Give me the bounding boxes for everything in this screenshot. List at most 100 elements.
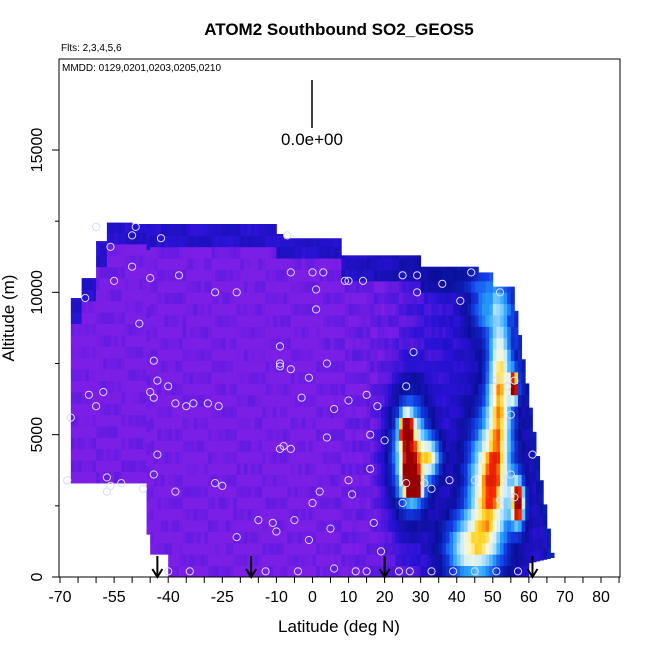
heat-cell xyxy=(164,474,169,487)
heat-cell xyxy=(456,269,461,282)
heat-cell xyxy=(276,383,281,396)
heat-cell xyxy=(157,349,162,362)
heat-cell xyxy=(478,463,483,475)
heat-cell xyxy=(485,428,490,441)
heat-cell xyxy=(507,337,512,350)
heat-cell xyxy=(308,463,313,475)
heat-cell xyxy=(240,428,245,441)
heat-cell xyxy=(215,497,220,510)
heat-cell xyxy=(197,337,202,350)
heat-cell xyxy=(204,474,209,487)
heat-cell xyxy=(510,417,515,430)
heat-cell xyxy=(218,224,223,236)
heat-cell xyxy=(142,346,147,359)
heat-cell xyxy=(510,554,515,567)
heat-cell xyxy=(334,372,339,384)
heat-cell xyxy=(478,372,483,384)
heat-cell xyxy=(442,485,447,498)
heat-cell xyxy=(492,497,497,510)
heat-cell xyxy=(222,565,227,578)
heat-cell xyxy=(168,269,173,282)
heat-cell xyxy=(233,292,238,305)
heat-cell xyxy=(139,391,144,404)
heat-cell xyxy=(514,360,519,373)
heat-cell xyxy=(150,235,155,248)
heat-cell xyxy=(395,542,400,555)
heat-cell xyxy=(121,380,126,393)
heat-cell xyxy=(388,349,393,362)
heat-cell xyxy=(85,300,90,313)
heat-cell xyxy=(186,417,191,430)
heat-cell xyxy=(330,451,335,464)
heat-cell xyxy=(438,520,443,532)
heat-cell xyxy=(344,463,349,475)
heat-cell xyxy=(344,372,349,384)
heat-cell xyxy=(305,269,310,282)
sample-point xyxy=(503,382,512,391)
heat-cell xyxy=(366,497,371,510)
heat-cell xyxy=(500,326,505,339)
heat-cell xyxy=(521,372,526,384)
heat-cell xyxy=(200,315,205,327)
sample-point xyxy=(366,430,375,439)
heat-cell xyxy=(449,417,454,430)
heat-cell xyxy=(290,246,295,259)
heat-cell xyxy=(348,337,353,350)
heat-cell xyxy=(160,372,165,384)
heat-cell xyxy=(189,554,194,567)
heat-cell xyxy=(168,554,173,567)
heat-cell xyxy=(507,542,512,555)
heat-cell xyxy=(438,440,443,453)
heat-cell xyxy=(301,326,306,339)
heat-cell xyxy=(481,440,486,453)
heat-cell xyxy=(272,258,277,270)
heat-cell xyxy=(150,542,155,555)
heat-cell xyxy=(521,520,526,532)
heat-cell xyxy=(362,508,367,521)
heat-cell xyxy=(160,428,165,441)
heat-cell xyxy=(160,542,165,555)
heat-cell xyxy=(359,508,364,521)
heat-cell xyxy=(453,360,458,373)
heat-cell xyxy=(251,292,256,305)
heat-cell xyxy=(269,406,274,418)
heat-cell xyxy=(518,406,523,418)
heat-cell xyxy=(222,428,227,441)
heat-cell xyxy=(449,337,454,350)
heat-cell xyxy=(193,406,198,418)
heat-cell xyxy=(114,312,119,325)
heat-cell xyxy=(99,278,104,290)
heat-cell xyxy=(276,474,281,487)
heat-cell xyxy=(254,269,259,282)
heat-cell xyxy=(243,463,248,475)
heat-cell xyxy=(496,520,501,532)
heat-cell xyxy=(265,554,270,567)
heat-cell xyxy=(254,485,259,498)
heat-cell xyxy=(283,520,288,532)
heat-cell xyxy=(453,554,458,567)
heat-cell xyxy=(117,243,122,256)
heat-cell xyxy=(179,246,184,259)
heat-cell xyxy=(391,360,396,373)
sample-point xyxy=(153,376,162,385)
heat-cell xyxy=(139,460,144,473)
heat-cell xyxy=(254,508,259,521)
heat-cell xyxy=(215,531,220,544)
heat-cell xyxy=(157,463,162,475)
heat-cell xyxy=(243,542,248,555)
heat-cell xyxy=(417,258,422,270)
heat-cell xyxy=(182,269,187,282)
heat-cell xyxy=(380,315,385,327)
heat-cell xyxy=(146,224,151,228)
heat-cell xyxy=(186,508,191,521)
heat-cell xyxy=(391,440,396,453)
heat-cell xyxy=(471,406,476,418)
heat-cell xyxy=(121,232,126,245)
heat-cell xyxy=(207,280,212,293)
heat-cell xyxy=(124,426,129,438)
heat-cell xyxy=(160,383,165,396)
heat-cell xyxy=(294,451,299,464)
heat-cell xyxy=(528,517,533,530)
heat-cell xyxy=(402,326,407,339)
sample-point xyxy=(268,518,277,528)
